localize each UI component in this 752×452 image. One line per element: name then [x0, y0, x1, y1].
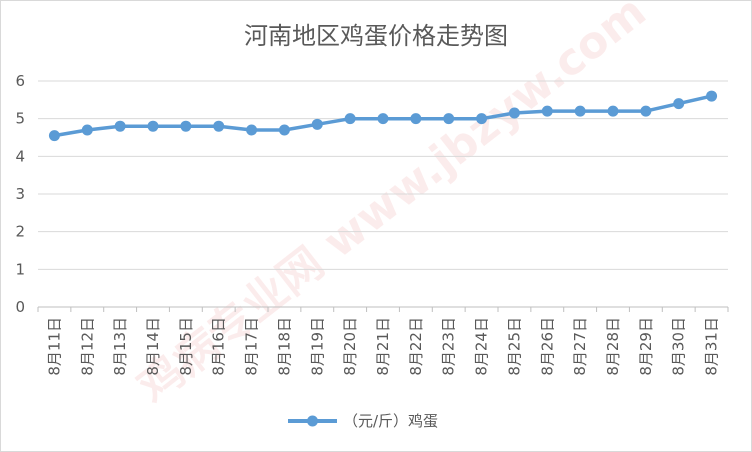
- y-tick-label: 1: [15, 260, 25, 278]
- legend: （元/斤）鸡蛋: [288, 412, 438, 430]
- x-tick-label: 8月25日: [505, 317, 523, 376]
- data-point: [180, 120, 192, 132]
- data-point: [476, 113, 488, 125]
- data-point: [508, 107, 520, 119]
- data-point: [114, 120, 126, 132]
- data-point: [410, 113, 422, 125]
- data-point: [213, 120, 225, 132]
- y-tick-label: 4: [15, 147, 25, 165]
- x-tick-label: 8月27日: [571, 317, 589, 376]
- x-tick-label: 8月31日: [703, 317, 721, 376]
- x-tick-label: 8月21日: [374, 317, 392, 376]
- x-tick-label: 8月12日: [78, 317, 96, 376]
- legend-marker: [307, 415, 318, 427]
- data-point: [673, 98, 685, 110]
- data-point: [81, 124, 93, 136]
- data-point: [311, 118, 323, 130]
- y-axis-ticks: 0 1 2 3 4 5 6: [15, 72, 25, 316]
- x-tick-label: 8月18日: [275, 317, 293, 376]
- x-tick-label: 8月19日: [308, 317, 326, 376]
- legend-label: （元/斤）鸡蛋: [343, 412, 438, 430]
- data-point: [541, 105, 553, 117]
- y-tick-label: 0: [15, 298, 25, 316]
- x-tick-label: 8月23日: [440, 317, 458, 376]
- x-tick-label: 8月14日: [144, 317, 162, 376]
- x-tick-label: 8月26日: [538, 317, 556, 376]
- gridlines: [38, 80, 728, 270]
- x-tick-label: 8月11日: [45, 317, 63, 376]
- x-tick-label: 8月16日: [210, 317, 228, 376]
- x-tick-label: 8月15日: [177, 317, 195, 376]
- data-point: [443, 113, 455, 125]
- series-egg-price: [48, 90, 718, 142]
- x-tick-label: 8月17日: [243, 317, 261, 376]
- x-tick-label: 8月24日: [473, 317, 491, 376]
- data-point: [278, 124, 290, 136]
- data-point: [574, 105, 586, 117]
- data-point: [640, 105, 652, 117]
- x-tick-label: 8月28日: [604, 317, 622, 376]
- y-tick-label: 6: [15, 72, 25, 90]
- data-point: [246, 124, 258, 136]
- chart-title: 河南地区鸡蛋价格走势图: [244, 22, 508, 50]
- x-tick-label: 8月20日: [341, 317, 359, 376]
- x-tick-label: 8月13日: [111, 317, 129, 376]
- y-tick-label: 5: [15, 110, 25, 128]
- data-point: [706, 90, 718, 102]
- x-tick-label: 8月29日: [637, 317, 655, 376]
- data-point: [377, 113, 389, 125]
- x-tick-label: 8月30日: [670, 317, 688, 376]
- x-axis-ticks: 8月11日 8月12日 8月13日 8月14日 8月15日 8月16日 8月17日 8月18日…: [45, 317, 720, 376]
- y-tick-label: 3: [15, 185, 25, 203]
- data-point: [607, 105, 619, 117]
- y-tick-label: 2: [15, 223, 25, 241]
- x-axis: [37, 306, 729, 312]
- data-point: [48, 130, 60, 142]
- data-point: [147, 120, 159, 132]
- x-tick-label: 8月22日: [407, 317, 425, 376]
- data-point: [344, 113, 356, 125]
